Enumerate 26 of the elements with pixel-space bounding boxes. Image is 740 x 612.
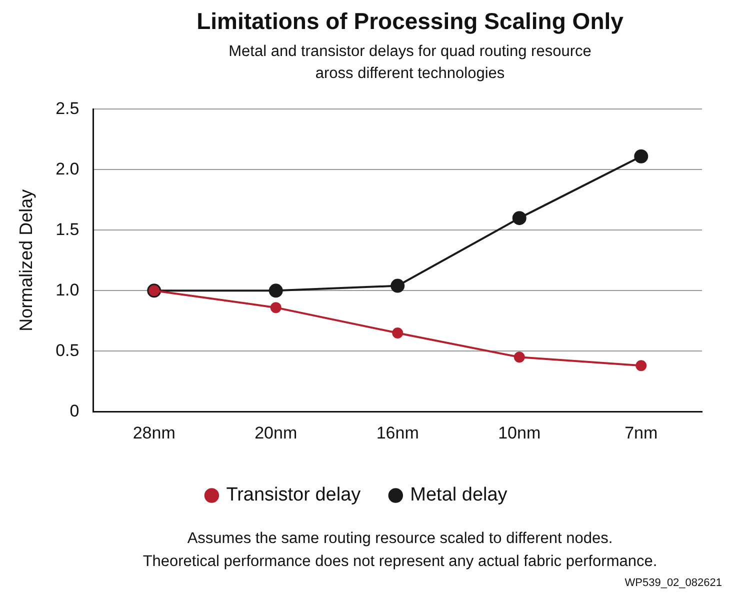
legend-label: Transistor delay	[226, 484, 362, 506]
x-tick-label: 10nm	[498, 423, 541, 442]
y-tick-label: 1.5	[56, 220, 80, 239]
chart-title: Limitations of Processing Scaling Only	[196, 8, 624, 35]
y-tick-label: 0.5	[56, 340, 80, 360]
point	[634, 149, 648, 164]
text: WP539_02_082621	[624, 577, 722, 589]
y-tick-label: 2.0	[56, 159, 80, 178]
point	[268, 284, 283, 298]
chart-subtitle: Metal and transistor delays for quad routing resource aross different technologies	[228, 42, 592, 84]
x-tick-label: 7nm	[624, 423, 658, 442]
x-tick-label: 20nm	[254, 423, 298, 442]
y-tick-label: 0	[70, 401, 80, 420]
point	[390, 278, 405, 293]
point	[392, 327, 404, 338]
text: Assumes the same routing resource scaled to different nodes. Theoretical performance does not represent any actual fabric performance.	[142, 529, 658, 572]
legend-label: Metal delay	[410, 484, 508, 506]
x-tick-label: 28nm	[132, 423, 176, 442]
y-tick-label: 1.0	[56, 280, 80, 300]
point	[514, 352, 525, 363]
x-tick-label: 16nm	[376, 423, 419, 442]
y-tick-label: 2.5	[56, 98, 80, 118]
point	[270, 302, 282, 314]
point	[636, 360, 647, 372]
point	[512, 211, 526, 226]
y-axis-title: Normalized Delay	[16, 189, 36, 332]
